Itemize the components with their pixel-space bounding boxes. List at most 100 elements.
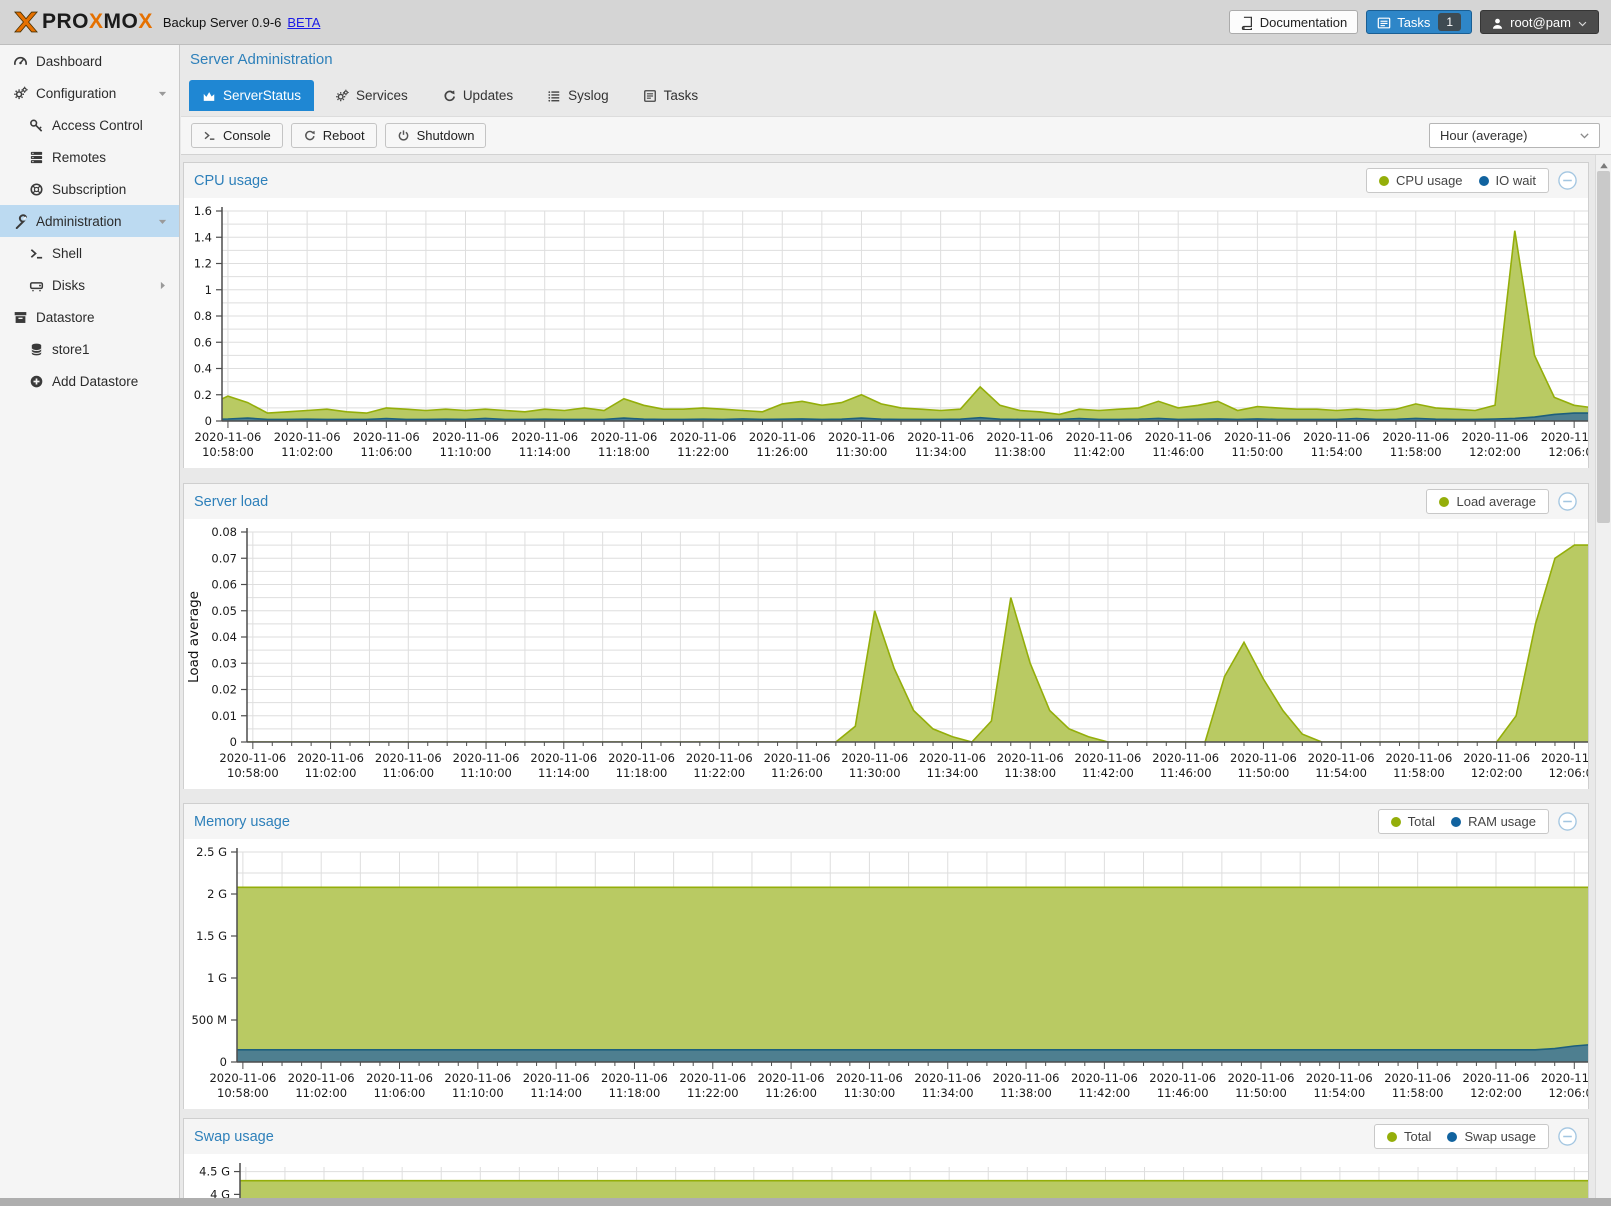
collapse-panel-button[interactable] (1557, 1126, 1578, 1147)
terminal-icon (28, 246, 45, 261)
user-menu-button[interactable]: root@pam (1480, 10, 1599, 34)
y-tick-label: 0 (205, 414, 212, 428)
gears-icon (12, 86, 29, 101)
collapse-panel-button[interactable] (1557, 491, 1578, 512)
hdd-icon (28, 278, 45, 293)
sidebar-item-access-control[interactable]: Access Control (0, 109, 179, 141)
user-label: root@pam (1510, 14, 1571, 30)
sidebar-item-shell[interactable]: Shell (0, 237, 179, 269)
reboot-button[interactable]: Reboot (290, 123, 377, 148)
tab-tasks[interactable]: Tasks (630, 80, 712, 111)
sidebar-item-disks[interactable]: Disks (0, 269, 179, 301)
x-tick-date: 2020-11-06 (1224, 430, 1291, 444)
legend-item-total[interactable]: Total (1386, 1129, 1431, 1144)
legend-item-io-wait[interactable]: IO wait (1478, 173, 1536, 188)
tab-services[interactable]: Services (322, 80, 421, 111)
x-tick-date: 2020-11-06 (1075, 751, 1142, 765)
tasks-button[interactable]: Tasks 1 (1366, 10, 1473, 34)
x-tick-date: 2020-11-06 (274, 430, 341, 444)
legend-item-swap-usage[interactable]: Swap usage (1447, 1129, 1536, 1144)
timeframe-select[interactable]: Hour (average) (1429, 123, 1600, 148)
y-tick-label: 0.2 (194, 388, 212, 402)
legend-item-load-average[interactable]: Load average (1439, 494, 1536, 509)
y-tick-label: 1 G (207, 971, 227, 985)
x-tick-date: 2020-11-06 (523, 1071, 590, 1085)
x-tick-date: 2020-11-06 (297, 751, 364, 765)
sidebar-item-administration[interactable]: Administration (0, 205, 179, 237)
legend-item-cpu-usage[interactable]: CPU usage (1379, 173, 1463, 188)
x-tick-date: 2020-11-06 (288, 1071, 355, 1085)
tab-label: Syslog (568, 88, 609, 103)
x-tick-date: 2020-11-06 (1071, 1071, 1138, 1085)
panel-header: Memory usage Total RAM usage (184, 804, 1588, 839)
x-tick-time: 11:46:00 (1160, 766, 1212, 780)
y-tick-label: 0.07 (211, 551, 237, 565)
x-tick-time: 11:18:00 (598, 445, 650, 459)
x-tick-time: 11:46:00 (1152, 445, 1204, 459)
y-tick-label: 0.8 (194, 309, 212, 323)
x-tick-time: 11:22:00 (677, 445, 729, 459)
x-tick-time: 11:50:00 (1232, 445, 1284, 459)
tab-serverstatus[interactable]: ServerStatus (189, 80, 315, 111)
tab-label: Tasks (663, 88, 699, 103)
x-tick-date: 2020-11-06 (841, 751, 908, 765)
x-tick-time: 11:02:00 (281, 445, 333, 459)
chevron-down-icon[interactable] (156, 87, 169, 100)
chevron-right-icon[interactable] (156, 279, 169, 292)
tab-updates[interactable]: Updates (429, 80, 526, 111)
legend-dot (1451, 816, 1462, 827)
shutdown-button[interactable]: Shutdown (384, 123, 487, 148)
x-tick-time: 11:10:00 (460, 766, 512, 780)
vertical-scrollbar[interactable] (1595, 155, 1611, 1198)
x-tick-date: 2020-11-06 (601, 1071, 668, 1085)
sidebar-item-label: Access Control (52, 117, 143, 133)
documentation-button[interactable]: Documentation (1228, 10, 1359, 34)
sidebar-item-configuration[interactable]: Configuration (0, 77, 179, 109)
beta-link[interactable]: BETA (287, 14, 321, 30)
x-tick-time: 12:06:00 (1549, 766, 1588, 780)
x-tick-time: 12:02:00 (1470, 1086, 1522, 1100)
sidebar-item-remotes[interactable]: Remotes (0, 141, 179, 173)
sidebar-item-dashboard[interactable]: Dashboard (0, 45, 179, 77)
proxmox-logo[interactable]: PROXMOX (12, 8, 153, 36)
x-tick-time: 11:26:00 (756, 445, 808, 459)
reboot-icon (303, 129, 316, 142)
proxmox-x-icon (14, 11, 38, 33)
legend-dot (1439, 496, 1450, 507)
server-load-chart: 0 0.01 0.02 0.03 0.04 0.05 0.06 0.07 0.08 2020-11… (184, 519, 1588, 789)
x-tick-time: 11:38:00 (1004, 766, 1056, 780)
y-tick-label: 4 G (210, 1187, 230, 1198)
y-tick-label: 500 M (191, 1013, 227, 1027)
sidebar-item-store1[interactable]: store1 (0, 333, 179, 365)
collapse-panel-button[interactable] (1557, 811, 1578, 832)
scroll-up-arrow-icon[interactable] (1598, 157, 1610, 175)
scrollbar-thumb[interactable] (1597, 171, 1610, 523)
y-tick-label: 0 (230, 735, 237, 749)
x-tick-date: 2020-11-06 (353, 430, 420, 444)
console-button[interactable]: Console (191, 123, 283, 148)
collapse-panel-button[interactable] (1557, 170, 1578, 191)
x-tick-time: 11:34:00 (915, 445, 967, 459)
x-tick-date: 2020-11-06 (1463, 1071, 1530, 1085)
sidebar-item-add-datastore[interactable]: Add Datastore (0, 365, 179, 397)
x-tick-time: 12:06:00 (1548, 445, 1588, 459)
chevron-down-icon[interactable] (156, 215, 169, 228)
x-tick-date: 2020-11-06 (511, 430, 578, 444)
legend-item-total[interactable]: Total (1390, 814, 1435, 829)
sidebar-item-label: Datastore (36, 309, 95, 325)
x-tick-date: 2020-11-06 (1152, 751, 1219, 765)
sidebar-item-datastore[interactable]: Datastore (0, 301, 179, 333)
cpu-usage-chart: 00.20.40.60.811.21.41.62020-11-0610:58:0… (184, 198, 1588, 468)
tab-syslog[interactable]: Syslog (534, 80, 622, 111)
x-tick-date: 2020-11-06 (1541, 751, 1588, 765)
x-tick-time: 11:26:00 (771, 766, 823, 780)
sidebar-item-subscription[interactable]: Subscription (0, 173, 179, 205)
y-tick-label: 4.5 G (199, 1165, 230, 1179)
task-list-icon (1377, 14, 1391, 30)
x-tick-date: 2020-11-06 (679, 1071, 746, 1085)
legend-item-ram-usage[interactable]: RAM usage (1451, 814, 1536, 829)
button-label: Reboot (322, 128, 365, 143)
tab-label: Services (356, 88, 408, 103)
y-axis-title: Load average (186, 591, 202, 683)
